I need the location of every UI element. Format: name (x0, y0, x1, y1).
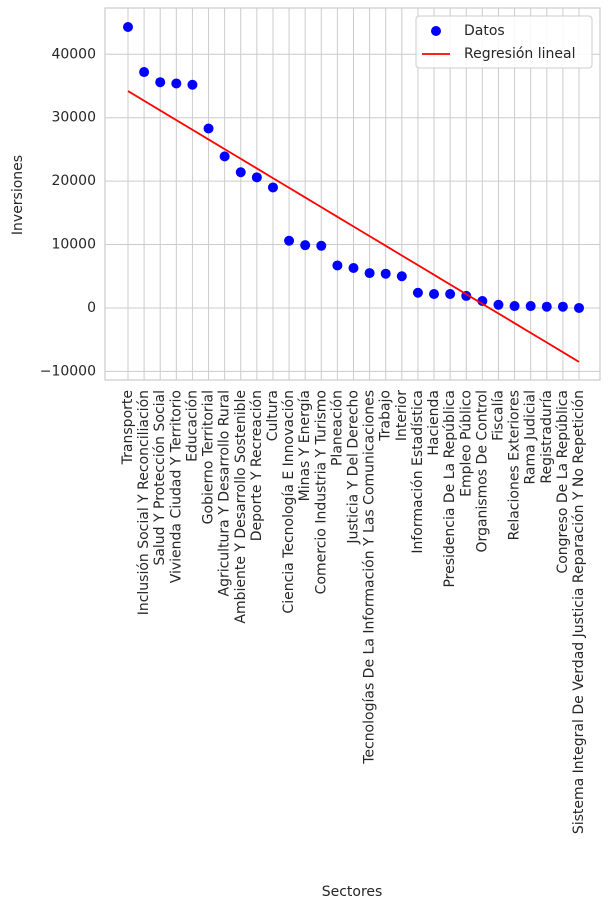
data-point (509, 301, 520, 312)
y-tick-label: 20000 (51, 173, 96, 189)
data-point (541, 301, 552, 312)
data-point (574, 302, 584, 313)
data-point (396, 271, 407, 282)
x-tick-label: Justicia Y Del Derecho (346, 390, 362, 545)
data-point (412, 287, 423, 298)
data-point (171, 78, 182, 89)
legend: Datos Regresión lineal (415, 15, 593, 69)
x-tick-label: Hacienda (426, 390, 442, 456)
x-tick-label: Agricultura Y Desarrollo Rural (217, 390, 233, 597)
data-point (557, 301, 568, 312)
y-tick-label: 40000 (51, 46, 96, 62)
x-tick-label: Información Estadística (410, 390, 426, 554)
plot-area (104, 7, 601, 381)
x-tick-label: Registraduría (539, 390, 555, 484)
x-tick-label: Organismos De Control (474, 390, 490, 552)
x-tick-label: Cultura (265, 390, 281, 441)
data-point (123, 22, 133, 33)
x-tick-label: Ciencia Tecnología E Innovación (281, 390, 297, 614)
data-point (300, 240, 311, 251)
x-tick-label: Congreso De La República (555, 390, 571, 574)
y-tick-label: 30000 (51, 110, 96, 126)
regression-line (127, 90, 580, 363)
x-tick-label: Educación (184, 390, 200, 462)
y-tick-label: 0 (87, 300, 96, 316)
x-tick-label: Salud Y Protección Social (152, 390, 168, 566)
data-point (332, 260, 343, 271)
data-point (203, 123, 214, 134)
data-point (380, 268, 391, 279)
x-tick-label: Vivienda Ciudad Y Territorio (168, 390, 184, 583)
x-tick-label: Interior (394, 390, 410, 441)
x-tick-label: Planeación (329, 390, 345, 466)
x-tick-label: Rama Judicial (523, 390, 539, 485)
data-point (251, 172, 262, 183)
data-point (348, 263, 359, 274)
data-point (139, 67, 150, 78)
x-axis-label: Sectores (322, 884, 383, 900)
legend-label: Datos (464, 23, 505, 39)
x-tick-label: Deporte Y Recreación (249, 390, 265, 541)
data-point (525, 301, 536, 312)
y-tick-label: 10000 (51, 237, 96, 253)
x-tick-label: Tecnologías De La Información Y Las Comu… (362, 390, 378, 765)
legend-marker (431, 26, 441, 36)
data-point (284, 235, 295, 246)
x-tick-label: Ambiente Y Desarrollo Sostenible (233, 390, 249, 624)
data-point (445, 289, 456, 300)
data-point (364, 268, 375, 279)
x-tick-label: Trabajo (378, 390, 394, 442)
data-point (429, 289, 440, 300)
data-point (235, 167, 246, 178)
data-point (219, 151, 230, 162)
x-tick-label: Gobierno Territorial (201, 390, 217, 524)
data-point (477, 295, 488, 306)
x-tick-label: Minas Y Energía (297, 390, 313, 501)
x-tick-label: Presidencia De La República (442, 390, 458, 588)
x-tick-label: Relaciones Exteriores (507, 390, 523, 540)
data-point (155, 77, 166, 88)
x-tick-label: Fiscalía (490, 390, 506, 441)
y-tick-label: −10000 (40, 363, 96, 379)
x-tick-label: Comercio Industria Y Turismo (313, 390, 329, 594)
y-axis-label: Inversiones (10, 155, 26, 235)
x-tick-label: Transporte (120, 390, 136, 465)
x-tick-label: Inclusión Social Y Reconciliación (136, 390, 152, 615)
x-tick-label: Empleo Público (458, 390, 474, 497)
data-point (187, 79, 198, 90)
data-point (267, 182, 278, 193)
data-point (316, 240, 327, 251)
x-tick-label: Sistema Integral De Verdad Justicia Repa… (571, 390, 587, 834)
legend-label: Regresión lineal (464, 46, 575, 62)
data-point (493, 299, 504, 310)
legend-box (415, 15, 593, 69)
